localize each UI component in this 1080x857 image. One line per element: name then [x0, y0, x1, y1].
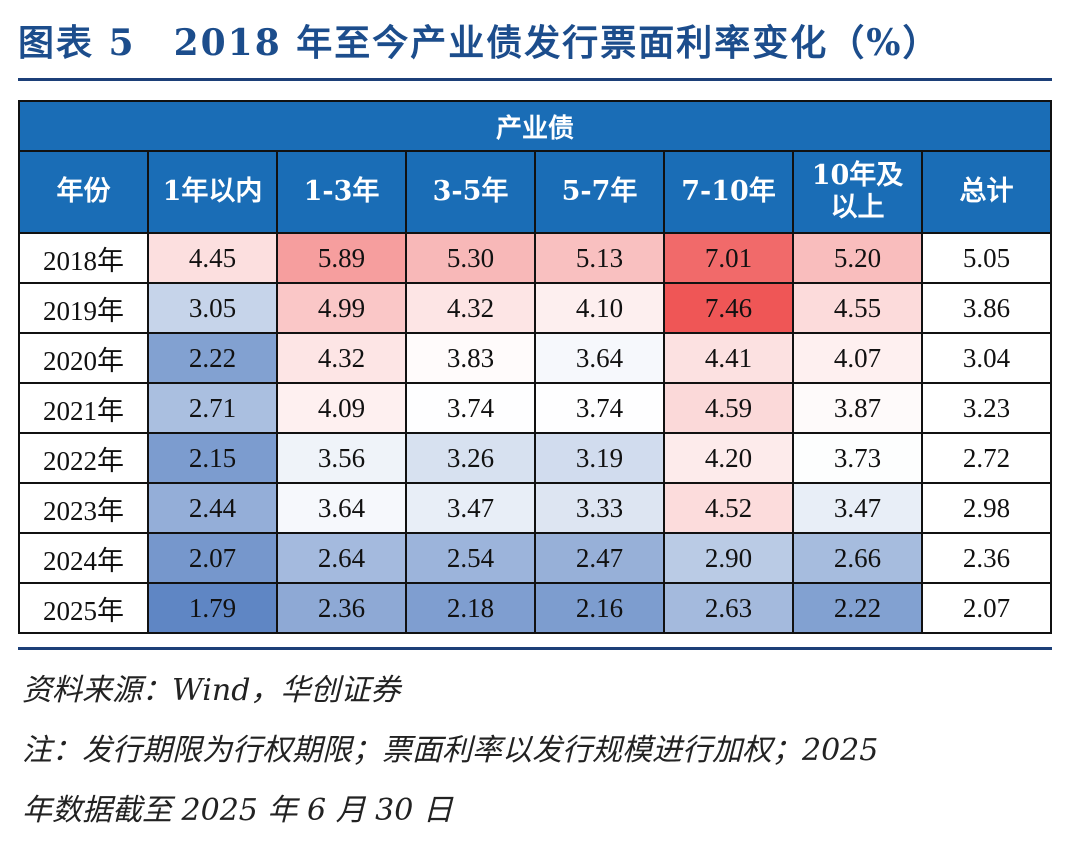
rate-cell: 1.79 — [147, 582, 278, 634]
total-cell: 2.72 — [921, 432, 1052, 484]
rate-cell: 4.99 — [276, 282, 407, 334]
rate-cell: 7.01 — [663, 232, 794, 284]
rate-cell: 3.74 — [405, 382, 536, 434]
rate-cell: 2.22 — [792, 582, 923, 634]
footnote-line-1: 注：发行期限为行权期限；票面利率以发行规模进行加权；2025 — [22, 733, 879, 768]
rate-cell: 3.19 — [534, 432, 665, 484]
year-cell: 2020年 — [18, 332, 149, 384]
rate-cell: 2.22 — [147, 332, 278, 384]
column-header: 1年以内 — [147, 150, 278, 234]
rate-cell: 3.83 — [405, 332, 536, 384]
rate-cell: 2.44 — [147, 482, 278, 534]
rate-cell: 4.55 — [792, 282, 923, 334]
year-cell: 2024年 — [18, 532, 149, 584]
rate-cell: 3.26 — [405, 432, 536, 484]
rate-cell: 2.47 — [534, 532, 665, 584]
group-header: 产业债 — [18, 100, 1052, 152]
rate-cell: 3.47 — [792, 482, 923, 534]
rate-cell: 5.89 — [276, 232, 407, 284]
table-row: 2023年 2.44 3.64 3.47 3.33 4.52 3.47 2.98 — [18, 482, 1052, 534]
rate-cell: 4.45 — [147, 232, 278, 284]
year-cell: 2023年 — [18, 482, 149, 534]
coupon-rate-table: 产业债 年份 1年以内 1-3年 3-5年 5-7年 7-10年 10年及以上 总计 2018… — [18, 100, 1052, 634]
rate-cell: 3.74 — [534, 382, 665, 434]
rate-cell: 2.36 — [276, 582, 407, 634]
rate-cell: 4.32 — [276, 332, 407, 384]
rate-cell: 2.18 — [405, 582, 536, 634]
table-row: 2019年 3.05 4.99 4.32 4.10 7.46 4.55 3.86 — [18, 282, 1052, 334]
footnote-line-2: 年数据截至 2025 年 6 月 30 日 — [22, 793, 453, 828]
table-row: 2024年 2.07 2.64 2.54 2.47 2.90 2.66 2.36 — [18, 532, 1052, 584]
total-cell: 3.04 — [921, 332, 1052, 384]
rate-cell: 3.73 — [792, 432, 923, 484]
column-header: 1-3年 — [276, 150, 407, 234]
rate-cell: 4.32 — [405, 282, 536, 334]
rate-cell: 7.46 — [663, 282, 794, 334]
rate-cell: 2.54 — [405, 532, 536, 584]
column-header: 5-7年 — [534, 150, 665, 234]
table-row: 2021年 2.71 4.09 3.74 3.74 4.59 3.87 3.23 — [18, 382, 1052, 434]
source-note: 资料来源：Wind，华创证券 — [22, 673, 401, 708]
column-header: 7-10年 — [663, 150, 794, 234]
rate-cell: 2.15 — [147, 432, 278, 484]
total-cell: 3.86 — [921, 282, 1052, 334]
year-cell: 2025年 — [18, 582, 149, 634]
rate-cell: 4.09 — [276, 382, 407, 434]
rate-cell: 2.66 — [792, 532, 923, 584]
table-row: 2025年 1.79 2.36 2.18 2.16 2.63 2.22 2.07 — [18, 582, 1052, 634]
year-cell: 2021年 — [18, 382, 149, 434]
total-cell: 2.98 — [921, 482, 1052, 534]
year-cell: 2022年 — [18, 432, 149, 484]
chart-title: 图表 5 2018 年至今产业债发行票面利率变化（%） — [18, 22, 941, 64]
column-header: 3-5年 — [405, 150, 536, 234]
rate-cell: 3.64 — [276, 482, 407, 534]
title-divider — [18, 78, 1052, 81]
rate-cell: 2.90 — [663, 532, 794, 584]
table-row: 2020年 2.22 4.32 3.83 3.64 4.41 4.07 3.04 — [18, 332, 1052, 384]
table-row: 2022年 2.15 3.56 3.26 3.19 4.20 3.73 2.72 — [18, 432, 1052, 484]
year-cell: 2018年 — [18, 232, 149, 284]
column-header: 10年及以上 — [792, 150, 923, 234]
rate-cell: 4.59 — [663, 382, 794, 434]
column-header: 年份 — [18, 150, 149, 234]
year-cell: 2019年 — [18, 282, 149, 334]
total-cell: 2.07 — [921, 582, 1052, 634]
rate-cell: 5.30 — [405, 232, 536, 284]
rate-cell: 5.20 — [792, 232, 923, 284]
rate-cell: 2.63 — [663, 582, 794, 634]
rate-cell: 5.13 — [534, 232, 665, 284]
rate-cell: 3.47 — [405, 482, 536, 534]
total-cell: 2.36 — [921, 532, 1052, 584]
table-row: 2018年 4.45 5.89 5.30 5.13 7.01 5.20 5.05 — [18, 232, 1052, 284]
rate-cell: 4.20 — [663, 432, 794, 484]
total-cell: 5.05 — [921, 232, 1052, 284]
footer-divider — [18, 647, 1052, 650]
rate-cell: 2.16 — [534, 582, 665, 634]
column-header: 总计 — [921, 150, 1052, 234]
rate-cell: 3.56 — [276, 432, 407, 484]
rate-cell: 3.64 — [534, 332, 665, 384]
rate-cell: 4.10 — [534, 282, 665, 334]
rate-cell: 2.07 — [147, 532, 278, 584]
rate-cell: 2.64 — [276, 532, 407, 584]
rate-cell: 3.05 — [147, 282, 278, 334]
total-cell: 3.23 — [921, 382, 1052, 434]
rate-cell: 3.87 — [792, 382, 923, 434]
rate-cell: 2.71 — [147, 382, 278, 434]
rate-cell: 4.07 — [792, 332, 923, 384]
rate-cell: 4.52 — [663, 482, 794, 534]
rate-cell: 3.33 — [534, 482, 665, 534]
rate-cell: 4.41 — [663, 332, 794, 384]
